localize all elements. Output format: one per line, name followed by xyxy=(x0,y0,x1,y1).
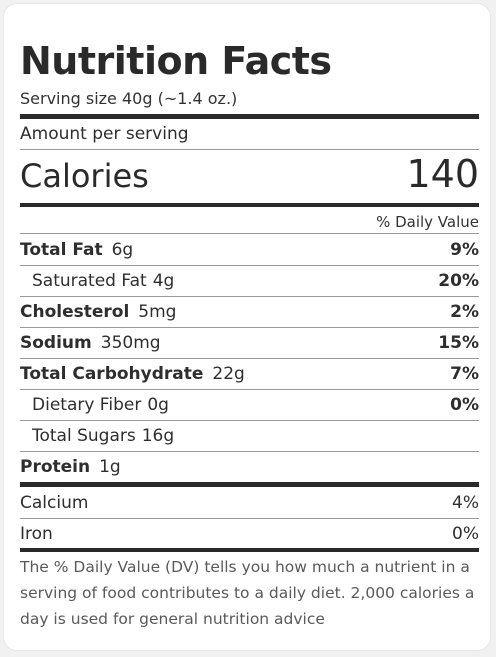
thick-divider xyxy=(20,482,479,487)
divider xyxy=(20,327,479,328)
mineral-daily-value: 4% xyxy=(452,492,479,513)
nutrient-amount: 0g xyxy=(147,394,169,415)
calories-value: 140 xyxy=(406,152,479,196)
nutrient-daily-value: 0% xyxy=(450,394,479,415)
nutrition-facts-card: Nutrition Facts Serving size 40g (~1.4 o… xyxy=(3,3,491,651)
nutrient-name: Saturated Fat xyxy=(32,270,147,291)
divider xyxy=(20,518,479,519)
nutrient-row-cholesterol: Cholesterol 5mg 2% xyxy=(20,296,479,327)
daily-value-footnote: The % Daily Value (DV) tells you how muc… xyxy=(20,558,475,628)
thick-divider xyxy=(20,114,479,119)
divider xyxy=(20,149,479,150)
mineral-daily-value: 0% xyxy=(452,523,479,544)
divider xyxy=(20,420,479,421)
divider xyxy=(20,451,479,452)
nutrient-row-total-fat: Total Fat 6g 9% xyxy=(20,234,479,265)
nutrient-name: Total Fat xyxy=(20,239,103,260)
daily-value-header: % Daily Value xyxy=(376,213,479,231)
calories-label: Calories xyxy=(20,157,149,195)
nutrient-amount: 4g xyxy=(152,270,175,291)
divider xyxy=(20,233,479,234)
mineral-name: Iron xyxy=(20,523,53,544)
nutrient-name: Total Carbohydrate xyxy=(20,363,204,384)
nutrient-name: Total Sugars xyxy=(32,425,136,446)
divider xyxy=(20,389,479,390)
nutrient-row-saturated-fat: Saturated Fat 4g 20% xyxy=(20,265,479,296)
nutrient-amount: 1g xyxy=(99,456,121,477)
mineral-row-iron: Iron 0% xyxy=(20,518,479,549)
nutrient-row-sodium: Sodium 350mg 15% xyxy=(20,327,479,358)
nutrient-name: Cholesterol xyxy=(20,301,130,322)
nutrient-row-total-sugars: Total Sugars 16g xyxy=(20,420,479,451)
nutrient-daily-value: 2% xyxy=(450,301,479,322)
nutrient-row-dietary-fiber: Dietary Fiber 0g 0% xyxy=(20,389,479,420)
nutrient-row-total-carbohydrate: Total Carbohydrate 22g 7% xyxy=(20,358,479,389)
nutrient-name: Dietary Fiber xyxy=(32,394,142,415)
nutrient-amount: 6g xyxy=(111,239,134,260)
nutrient-daily-value: 20% xyxy=(438,270,479,291)
nutrient-daily-value: 9% xyxy=(450,239,479,260)
thick-divider xyxy=(20,548,479,552)
nutrient-daily-value: 15% xyxy=(438,332,479,353)
nutrient-daily-value: 7% xyxy=(450,363,479,384)
divider xyxy=(20,265,479,266)
nutrient-amount: 350mg xyxy=(100,332,161,353)
mineral-row-calcium: Calcium 4% xyxy=(20,487,479,518)
nutrient-name: Protein xyxy=(20,456,91,477)
mineral-name: Calcium xyxy=(20,492,89,513)
nutrient-name: Sodium xyxy=(20,332,92,353)
divider xyxy=(20,358,479,359)
label-title: Nutrition Facts xyxy=(20,39,332,83)
nutrient-amount: 5mg xyxy=(138,301,177,322)
nutrient-amount: 22g xyxy=(212,363,245,384)
serving-size: Serving size 40g (~1.4 oz.) xyxy=(20,89,238,108)
nutrient-amount: 16g xyxy=(141,425,175,446)
amount-per-serving: Amount per serving xyxy=(20,124,189,144)
nutrient-row-protein: Protein 1g xyxy=(20,451,479,482)
thick-divider xyxy=(20,203,479,207)
divider xyxy=(20,296,479,297)
